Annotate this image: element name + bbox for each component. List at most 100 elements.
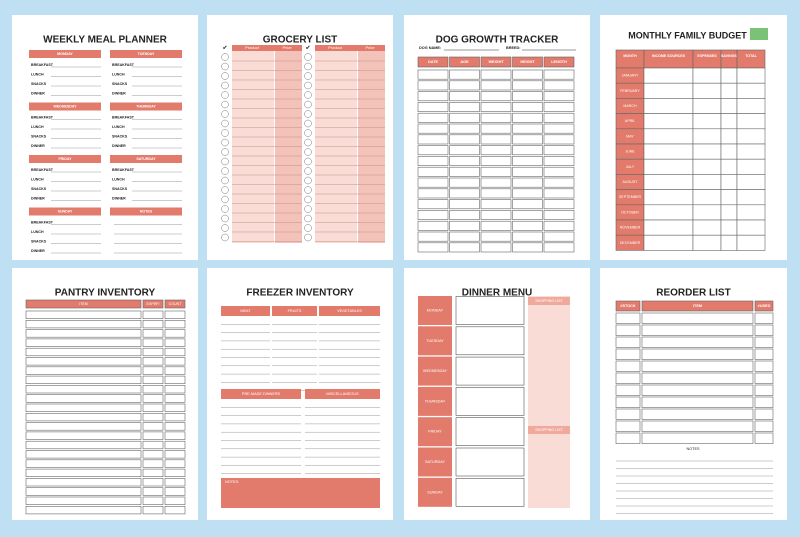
cell <box>512 102 543 112</box>
cell <box>615 336 641 348</box>
cell <box>615 360 641 372</box>
cell <box>615 396 641 408</box>
header-cell <box>25 299 142 309</box>
cell <box>480 91 512 102</box>
meal-label: DINNER <box>31 91 45 95</box>
meal-label: SNACKS <box>31 82 47 86</box>
day-header <box>29 50 101 58</box>
money-icon <box>750 28 768 40</box>
header-row <box>315 45 385 51</box>
meal-label: BREAKFAST <box>112 168 135 172</box>
cell <box>512 134 543 145</box>
cell <box>615 348 641 360</box>
checkbox <box>221 167 229 175</box>
cell <box>736 174 766 190</box>
cell <box>417 69 449 80</box>
cell <box>543 242 575 253</box>
cell <box>25 319 142 329</box>
cell <box>720 113 738 130</box>
cell <box>692 189 722 206</box>
cell <box>449 145 480 156</box>
header-cell <box>692 49 722 69</box>
checkbox <box>304 148 312 156</box>
cell <box>720 219 738 236</box>
section-label: FRUITS <box>288 309 302 313</box>
meal-label: DINNER <box>112 144 126 148</box>
meal-label: LUNCH <box>31 125 44 129</box>
cell <box>720 174 738 190</box>
day-header <box>110 50 182 58</box>
cell <box>164 329 186 338</box>
cell <box>543 145 575 156</box>
cell <box>449 231 480 242</box>
day-cell <box>418 356 452 386</box>
day-label: WEDNESDAY <box>423 369 448 373</box>
meal-label: LUNCH <box>31 177 44 181</box>
checkbox <box>304 205 312 213</box>
section-header <box>305 389 380 399</box>
cell <box>449 177 480 188</box>
checkbox <box>304 81 312 90</box>
header-cell <box>164 299 186 309</box>
cell <box>543 91 575 102</box>
cell <box>480 112 512 123</box>
cell <box>480 177 512 188</box>
cell <box>736 128 766 145</box>
meal-label: BREAKFAST <box>112 63 135 67</box>
cell <box>25 450 142 459</box>
cell <box>692 174 722 190</box>
day-cell <box>418 386 452 416</box>
cell <box>512 69 543 80</box>
cell <box>480 80 512 91</box>
cell <box>449 166 480 177</box>
cell <box>543 112 575 123</box>
cell <box>480 102 512 112</box>
cell <box>449 112 480 123</box>
checkbox <box>221 119 229 128</box>
cell <box>164 394 186 403</box>
checkbox <box>221 91 229 99</box>
month-label: JANUARY <box>622 74 639 78</box>
sheet-title: REORDER LIST <box>656 288 730 299</box>
meal-label: DINNER <box>112 196 126 200</box>
checkbox <box>221 224 229 232</box>
section-label: PRE-MADE DINNERS <box>242 392 281 396</box>
checkbox <box>304 119 312 128</box>
checkbox <box>221 53 229 61</box>
checkbox <box>221 72 229 80</box>
checkbox <box>304 100 312 109</box>
cell <box>641 312 754 324</box>
meal-label: SNACKS <box>112 82 128 86</box>
cell <box>25 357 142 366</box>
cell <box>643 189 694 206</box>
month-label: APRIL <box>625 119 635 123</box>
list-header <box>528 297 570 305</box>
month-label: OCTOBER <box>621 210 639 214</box>
month-label: DECEMBER <box>620 241 641 245</box>
section-header <box>272 306 317 316</box>
section-label: MISCELLANEOUS <box>326 392 359 396</box>
meal-label: SNACKS <box>31 187 47 191</box>
notes-label: NOTES: <box>225 480 239 484</box>
list-header <box>528 426 570 434</box>
cell <box>643 143 694 160</box>
cell <box>25 422 142 431</box>
meal-label: DINNER <box>112 91 126 95</box>
cell <box>736 98 766 114</box>
cell <box>480 199 512 210</box>
day-label: TUESDAY <box>138 52 155 56</box>
cell <box>643 113 694 130</box>
cell <box>142 496 164 505</box>
cell <box>25 496 142 505</box>
checkbox <box>221 129 229 137</box>
cell <box>512 156 543 166</box>
cell <box>641 432 754 444</box>
field-label: BREED: <box>506 46 521 50</box>
cell <box>449 242 480 253</box>
header-cell <box>754 300 774 312</box>
cell <box>449 210 480 220</box>
header-cell <box>417 56 449 68</box>
cell <box>25 310 142 319</box>
cell <box>643 219 694 236</box>
